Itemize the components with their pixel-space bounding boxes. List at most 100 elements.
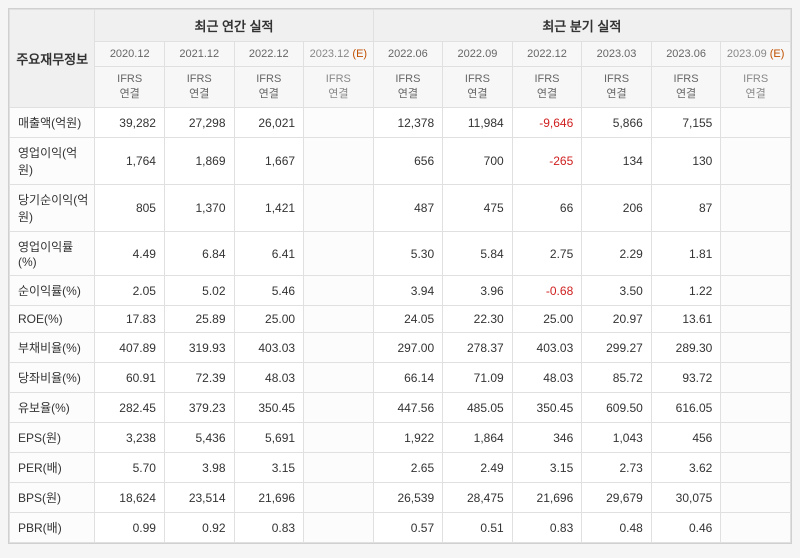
quarter-sub-0: IFRS연결 (373, 67, 443, 108)
quarter-sub-5: IFRS연결 (721, 67, 791, 108)
quarter-cell: 299.27 (582, 333, 652, 363)
quarter-cell: 30,075 (651, 483, 721, 513)
quarter-cell: 13.61 (651, 306, 721, 333)
table-row: 순이익률(%)2.055.025.463.943.96-0.683.501.22 (10, 276, 791, 306)
quarter-cell: 21,696 (512, 483, 582, 513)
row-label: EPS(원) (10, 423, 95, 453)
annual-cell: 25.00 (234, 306, 304, 333)
annual-cell: 3.98 (164, 453, 234, 483)
quarter-period-2: 2022.12 (512, 42, 582, 67)
quarter-cell: 609.50 (582, 393, 652, 423)
row-label: 영업이익률(%) (10, 232, 95, 276)
quarter-cell: 0.46 (651, 513, 721, 543)
quarter-cell: 66.14 (373, 363, 443, 393)
quarter-cell: 20.97 (582, 306, 652, 333)
quarter-cell: 403.03 (512, 333, 582, 363)
quarter-cell: 26,539 (373, 483, 443, 513)
row-label: ROE(%) (10, 306, 95, 333)
quarter-cell: 346 (512, 423, 582, 453)
row-label: 부채비율(%) (10, 333, 95, 363)
table-row: 매출액(억원)39,28227,29826,02112,37811,984-9,… (10, 108, 791, 138)
annual-cell: 319.93 (164, 333, 234, 363)
annual-cell: 0.99 (95, 513, 165, 543)
annual-cell (304, 423, 374, 453)
annual-cell: 805 (95, 185, 165, 232)
quarter-sub-1: IFRS연결 (443, 67, 513, 108)
quarter-cell: 485.05 (443, 393, 513, 423)
annual-cell: 6.84 (164, 232, 234, 276)
quarter-cell: 12,378 (373, 108, 443, 138)
quarter-cell: 447.56 (373, 393, 443, 423)
table-body: 매출액(억원)39,28227,29826,02112,37811,984-9,… (10, 108, 791, 543)
quarter-cell: -0.68 (512, 276, 582, 306)
quarter-cell: 28,475 (443, 483, 513, 513)
annual-cell (304, 393, 374, 423)
quarter-cell: 350.45 (512, 393, 582, 423)
annual-cell: 1,667 (234, 138, 304, 185)
table-row: 당기순이익(억원)8051,3701,4214874756620687 (10, 185, 791, 232)
annual-cell: 72.39 (164, 363, 234, 393)
financial-table-container: 주요재무정보 최근 연간 실적 최근 분기 실적 2020.122021.122… (8, 8, 792, 544)
quarter-cell: -265 (512, 138, 582, 185)
annual-sub-2: IFRS연결 (234, 67, 304, 108)
annual-period-2: 2022.12 (234, 42, 304, 67)
quarter-cell (721, 363, 791, 393)
quarter-period-3: 2023.03 (582, 42, 652, 67)
annual-cell: 60.91 (95, 363, 165, 393)
quarter-cell: 1.81 (651, 232, 721, 276)
quarter-cell: 656 (373, 138, 443, 185)
annual-cell: 4.49 (95, 232, 165, 276)
quarter-cell: 3.62 (651, 453, 721, 483)
quarter-cell: 5,866 (582, 108, 652, 138)
quarter-sub-4: IFRS연결 (651, 67, 721, 108)
quarter-cell: 2.65 (373, 453, 443, 483)
annual-cell (304, 108, 374, 138)
quarter-cell: 2.29 (582, 232, 652, 276)
quarter-cell (721, 276, 791, 306)
annual-cell: 5,691 (234, 423, 304, 453)
annual-cell: 3.15 (234, 453, 304, 483)
annual-cell: 1,421 (234, 185, 304, 232)
annual-sub-3: IFRS연결 (304, 67, 374, 108)
annual-cell: 282.45 (95, 393, 165, 423)
annual-sub-1: IFRS연결 (164, 67, 234, 108)
quarter-cell (721, 393, 791, 423)
annual-cell: 6.41 (234, 232, 304, 276)
quarter-cell: -9,646 (512, 108, 582, 138)
annual-cell (304, 483, 374, 513)
annual-cell: 18,624 (95, 483, 165, 513)
annual-cell (304, 138, 374, 185)
quarter-cell: 700 (443, 138, 513, 185)
quarter-cell: 2.49 (443, 453, 513, 483)
quarter-cell: 25.00 (512, 306, 582, 333)
annual-cell: 23,514 (164, 483, 234, 513)
table-row: PER(배)5.703.983.152.652.493.152.733.62 (10, 453, 791, 483)
quarter-cell (721, 333, 791, 363)
quarter-cell: 1,043 (582, 423, 652, 453)
annual-cell: 2.05 (95, 276, 165, 306)
quarter-cell: 71.09 (443, 363, 513, 393)
quarter-cell: 2.75 (512, 232, 582, 276)
annual-cell: 5.46 (234, 276, 304, 306)
quarter-cell: 29,679 (582, 483, 652, 513)
quarter-cell: 289.30 (651, 333, 721, 363)
table-row: 당좌비율(%)60.9172.3948.0366.1471.0948.0385.… (10, 363, 791, 393)
row-label: PBR(배) (10, 513, 95, 543)
row-label: BPS(원) (10, 483, 95, 513)
row-label: 영업이익(억원) (10, 138, 95, 185)
quarter-cell: 1,864 (443, 423, 513, 453)
table-row: ROE(%)17.8325.8925.0024.0522.3025.0020.9… (10, 306, 791, 333)
quarter-cell: 0.83 (512, 513, 582, 543)
subhead-row: IFRS연결IFRS연결IFRS연결IFRS연결IFRS연결IFRS연결IFRS… (10, 67, 791, 108)
financial-table: 주요재무정보 최근 연간 실적 최근 분기 실적 2020.122021.122… (9, 9, 791, 543)
quarter-period-1: 2022.09 (443, 42, 513, 67)
annual-cell: 350.45 (234, 393, 304, 423)
annual-cell (304, 453, 374, 483)
table-row: EPS(원)3,2385,4365,6911,9221,8643461,0434… (10, 423, 791, 453)
quarter-section-header: 최근 분기 실적 (373, 10, 790, 42)
row-label: 매출액(억원) (10, 108, 95, 138)
quarter-cell (721, 138, 791, 185)
table-row: PBR(배)0.990.920.830.570.510.830.480.46 (10, 513, 791, 543)
annual-cell: 48.03 (234, 363, 304, 393)
annual-cell: 0.92 (164, 513, 234, 543)
